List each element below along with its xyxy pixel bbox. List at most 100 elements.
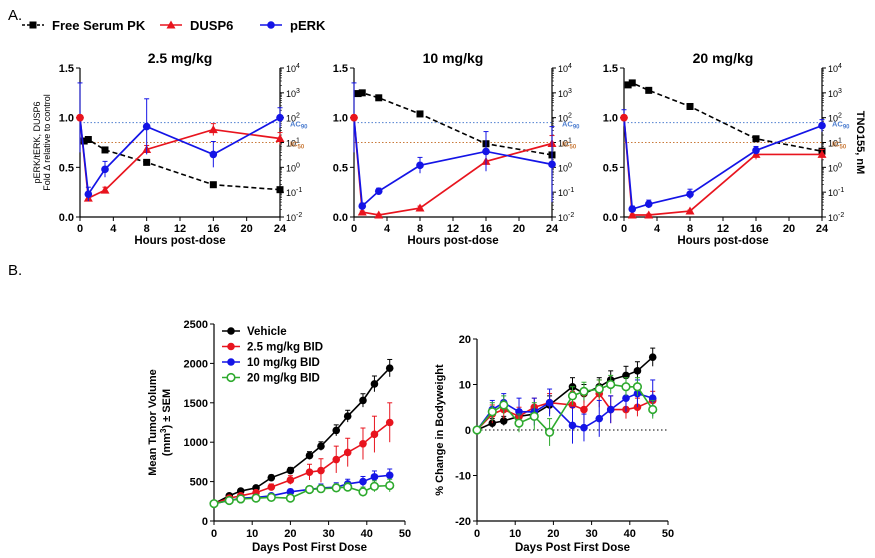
y-axis-label: pERK/tERK, DUSP6 [32, 101, 42, 183]
series-point [209, 499, 219, 509]
series-point [648, 353, 657, 362]
x-tick-label: 12 [717, 223, 729, 235]
ref-label: AC90 [290, 120, 308, 131]
perk-point [142, 122, 151, 131]
legend-label: 20 mg/kg BID [247, 373, 320, 385]
perk-point [76, 113, 84, 122]
legend-label: 10 mg/kg BID [247, 357, 320, 369]
legend-marker [166, 20, 176, 29]
series-point [286, 476, 295, 484]
series-point [370, 473, 379, 481]
legend-marker [29, 21, 37, 29]
y-tick-label: 500 [190, 477, 208, 489]
legend-label: 2.5 mg/kg BID [247, 342, 323, 354]
perk-point [350, 113, 358, 122]
perk-point [276, 113, 284, 122]
x-tick-label: 50 [662, 528, 674, 540]
pk-point [209, 181, 217, 189]
y2-tick-label: 10-1 [828, 187, 844, 198]
ref-label-sub: 50 [298, 145, 305, 151]
perk-line [623, 117, 823, 211]
y2-axis-label: TNO155, nM [854, 111, 866, 175]
panel-10-mgkg: 10 mg/kg 0.0 0.5 1.0 1.5 0 4 8 12 16 20 24 Hours pos… [333, 50, 580, 247]
series-point [316, 484, 326, 494]
perk-point [416, 161, 424, 170]
y-tick-label: 0 [202, 516, 208, 528]
series-point [385, 418, 394, 427]
dusp6-line [353, 117, 553, 216]
y-tick-label: 0.0 [333, 212, 348, 224]
series-point [359, 477, 367, 486]
x-tick-label: 50 [399, 528, 411, 540]
series-point [606, 379, 616, 390]
y2-tick-label: 104 [286, 63, 300, 74]
y-axis-label: Mean Tumor Volume [147, 369, 159, 476]
series-point [580, 423, 588, 432]
series-point [514, 418, 524, 428]
pk-point [80, 137, 88, 145]
y2-tick-label: 100 [558, 162, 572, 173]
perk-point [209, 150, 218, 159]
legend-label: Free Serum PK [52, 18, 146, 33]
y2-tick-label: 102 [828, 113, 842, 124]
series-point [544, 427, 555, 437]
x-tick-label: 30 [585, 528, 597, 540]
legend-marker [267, 21, 275, 29]
dusp6-point [415, 203, 425, 212]
x-tick-label: 16 [207, 223, 219, 235]
y2-tick-label: 103 [286, 88, 300, 99]
series-point [633, 367, 642, 375]
series-point [648, 404, 658, 415]
pk-point [375, 94, 383, 102]
x-tick-label: 8 [144, 223, 150, 235]
series-point [251, 493, 261, 503]
y-tick-label: -10 [455, 471, 471, 483]
dusp6-point [208, 125, 218, 134]
pk-point [624, 81, 632, 89]
series-point [472, 425, 482, 435]
x-tick-label: 4 [384, 223, 391, 235]
series-point [370, 380, 379, 388]
ref-label: IC50 [562, 140, 577, 151]
x-tick-label: 12 [174, 223, 186, 235]
pk-point [752, 135, 760, 143]
perk-point [818, 121, 826, 130]
x-tick-label: 0 [211, 528, 217, 540]
series-point [487, 407, 497, 417]
series-point [286, 488, 295, 496]
y-tick-label: 1.0 [333, 113, 348, 125]
x-axis-label: Hours post-dose [407, 235, 498, 247]
ref-label-sub: 50 [840, 145, 847, 151]
y2-tick-label: 100 [286, 162, 300, 173]
x-tick-label: 4 [110, 223, 117, 235]
series-point [343, 482, 353, 492]
perk-point [686, 190, 694, 198]
pk-point [686, 102, 694, 110]
pk-point [101, 146, 109, 154]
series-point [595, 414, 604, 423]
series-point [621, 382, 631, 392]
y2-tick-label: 104 [828, 63, 842, 74]
x-tick-label: 24 [816, 223, 829, 235]
dusp6-point [374, 210, 384, 219]
dusp6-point [644, 210, 654, 219]
series-point [568, 421, 577, 430]
y-axis-label-2: (mm3) ± SEM [159, 389, 173, 456]
y2-tick-label: 10-2 [828, 212, 844, 223]
pk-point [354, 90, 362, 98]
ref-label: IC50 [832, 140, 847, 151]
series-point [579, 386, 589, 396]
series-point [385, 364, 394, 372]
series-point [622, 394, 630, 402]
legend-marker [226, 372, 236, 383]
x-tick-label: 16 [480, 223, 492, 235]
legend-label: pERK [290, 18, 326, 33]
series-point [359, 439, 367, 448]
pk-point [645, 86, 653, 94]
y2-tick-label: 100 [828, 162, 842, 173]
perk-point [548, 160, 556, 169]
x-tick-label: 24 [546, 223, 559, 235]
legend-marker [227, 358, 235, 366]
series-point [594, 384, 604, 394]
